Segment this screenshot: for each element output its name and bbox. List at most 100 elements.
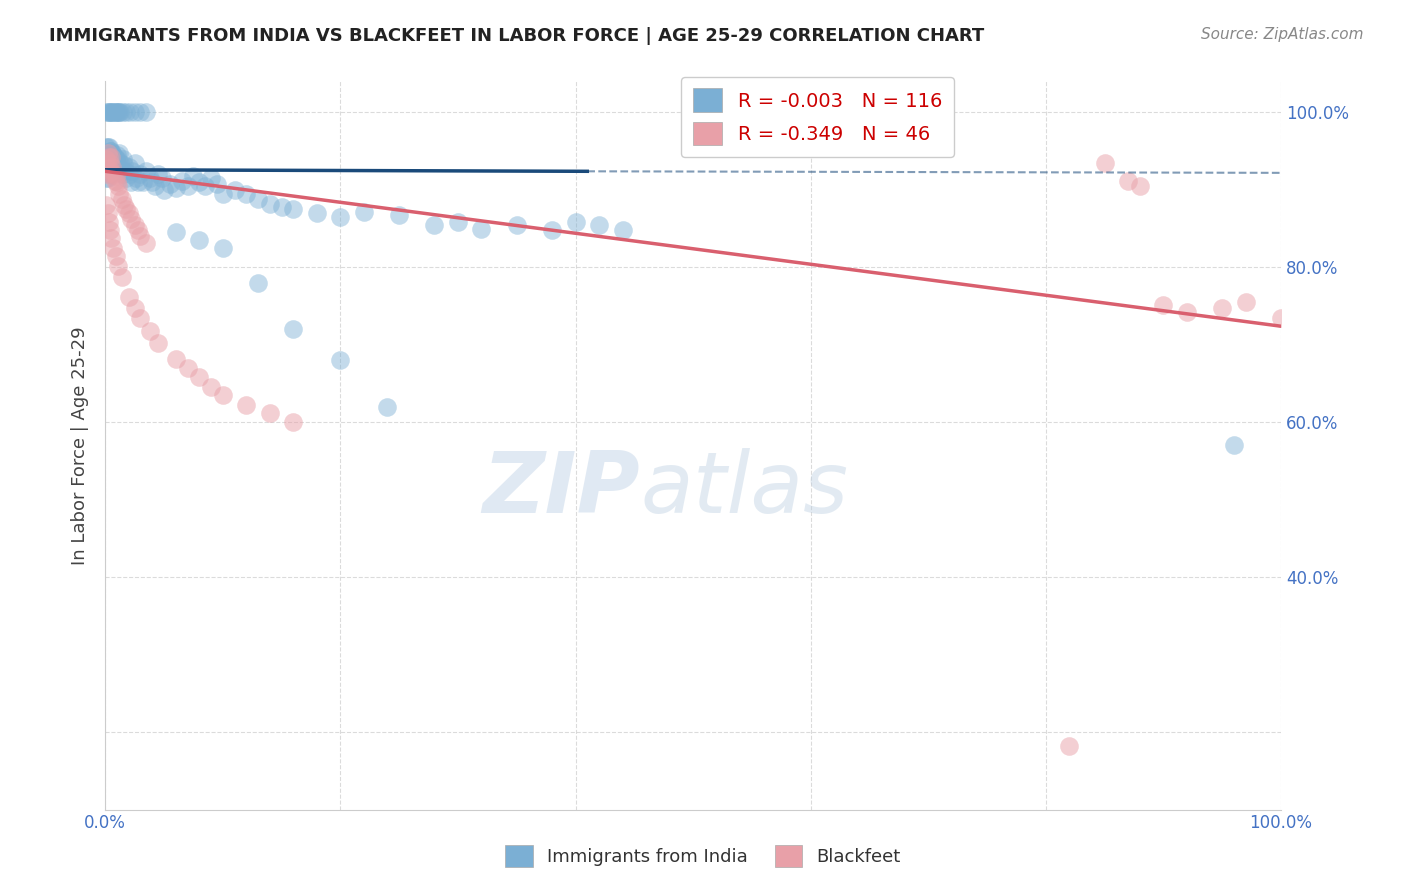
- Point: [96, 168, 118, 182]
- Point: [110, 155, 132, 169]
- Point: [104, 173, 127, 187]
- Point: [103, 105, 125, 120]
- Text: Source: ZipAtlas.com: Source: ZipAtlas.com: [1201, 27, 1364, 42]
- Point: [105, 175, 128, 189]
- Point: [159, 177, 181, 191]
- Legend: Immigrants from India, Blackfeet: Immigrants from India, Blackfeet: [498, 838, 908, 874]
- Point: [176, 179, 198, 194]
- Point: [107, 153, 129, 168]
- Point: [97, 155, 120, 169]
- Point: [103, 163, 125, 178]
- Point: [97, 105, 120, 120]
- Point: [108, 105, 131, 120]
- Point: [104, 152, 127, 166]
- Point: [111, 152, 134, 166]
- Point: [247, 276, 270, 290]
- Point: [183, 169, 205, 183]
- Point: [211, 241, 233, 255]
- Point: [188, 233, 211, 247]
- Point: [329, 210, 352, 224]
- Point: [100, 105, 122, 120]
- Point: [104, 105, 127, 120]
- Point: [1270, 310, 1292, 325]
- Point: [97, 150, 120, 164]
- Point: [125, 171, 148, 186]
- Point: [97, 171, 120, 186]
- Point: [1059, 739, 1081, 753]
- Point: [283, 202, 305, 217]
- Point: [110, 105, 132, 120]
- Point: [101, 145, 124, 160]
- Point: [105, 163, 128, 178]
- Point: [124, 155, 146, 169]
- Point: [129, 229, 152, 244]
- Point: [118, 105, 141, 120]
- Point: [127, 175, 149, 189]
- Point: [270, 200, 292, 214]
- Point: [100, 231, 122, 245]
- Point: [139, 171, 162, 186]
- Point: [111, 105, 134, 120]
- Point: [588, 218, 610, 232]
- Point: [132, 175, 155, 189]
- Point: [470, 221, 492, 235]
- Point: [100, 160, 122, 174]
- Point: [97, 148, 120, 162]
- Point: [100, 163, 122, 178]
- Point: [283, 322, 305, 336]
- Point: [118, 290, 141, 304]
- Point: [153, 183, 176, 197]
- Point: [224, 183, 246, 197]
- Point: [135, 163, 157, 178]
- Point: [283, 415, 305, 429]
- Y-axis label: In Labor Force | Age 25-29: In Labor Force | Age 25-29: [72, 326, 89, 565]
- Point: [205, 177, 228, 191]
- Point: [112, 198, 135, 212]
- Point: [108, 186, 131, 201]
- Point: [103, 148, 125, 162]
- Point: [104, 249, 127, 263]
- Point: [97, 140, 120, 154]
- Point: [388, 208, 411, 222]
- Point: [1129, 179, 1152, 194]
- Point: [124, 301, 146, 315]
- Point: [97, 166, 120, 180]
- Point: [1094, 155, 1116, 169]
- Point: [104, 150, 127, 164]
- Point: [1116, 173, 1139, 187]
- Point: [104, 105, 127, 120]
- Point: [377, 400, 399, 414]
- Point: [141, 175, 163, 189]
- Point: [98, 155, 121, 169]
- Point: [104, 169, 127, 183]
- Point: [107, 179, 129, 194]
- Point: [104, 160, 127, 174]
- Point: [115, 105, 138, 120]
- Point: [98, 160, 121, 174]
- Point: [143, 179, 166, 194]
- Point: [111, 163, 134, 178]
- Point: [146, 168, 169, 182]
- Point: [118, 160, 141, 174]
- Point: [200, 380, 222, 394]
- Point: [98, 105, 121, 120]
- Point: [188, 370, 211, 384]
- Point: [96, 171, 118, 186]
- Point: [150, 171, 173, 186]
- Point: [247, 192, 270, 206]
- Point: [259, 406, 281, 420]
- Point: [96, 152, 118, 166]
- Point: [612, 223, 634, 237]
- Text: ZIP: ZIP: [482, 448, 640, 531]
- Point: [1175, 305, 1198, 319]
- Point: [165, 226, 187, 240]
- Point: [105, 105, 128, 120]
- Point: [96, 198, 118, 212]
- Point: [135, 105, 157, 120]
- Point: [211, 388, 233, 402]
- Point: [129, 105, 152, 120]
- Point: [564, 215, 586, 229]
- Point: [114, 163, 136, 178]
- Point: [97, 206, 120, 220]
- Point: [118, 206, 141, 220]
